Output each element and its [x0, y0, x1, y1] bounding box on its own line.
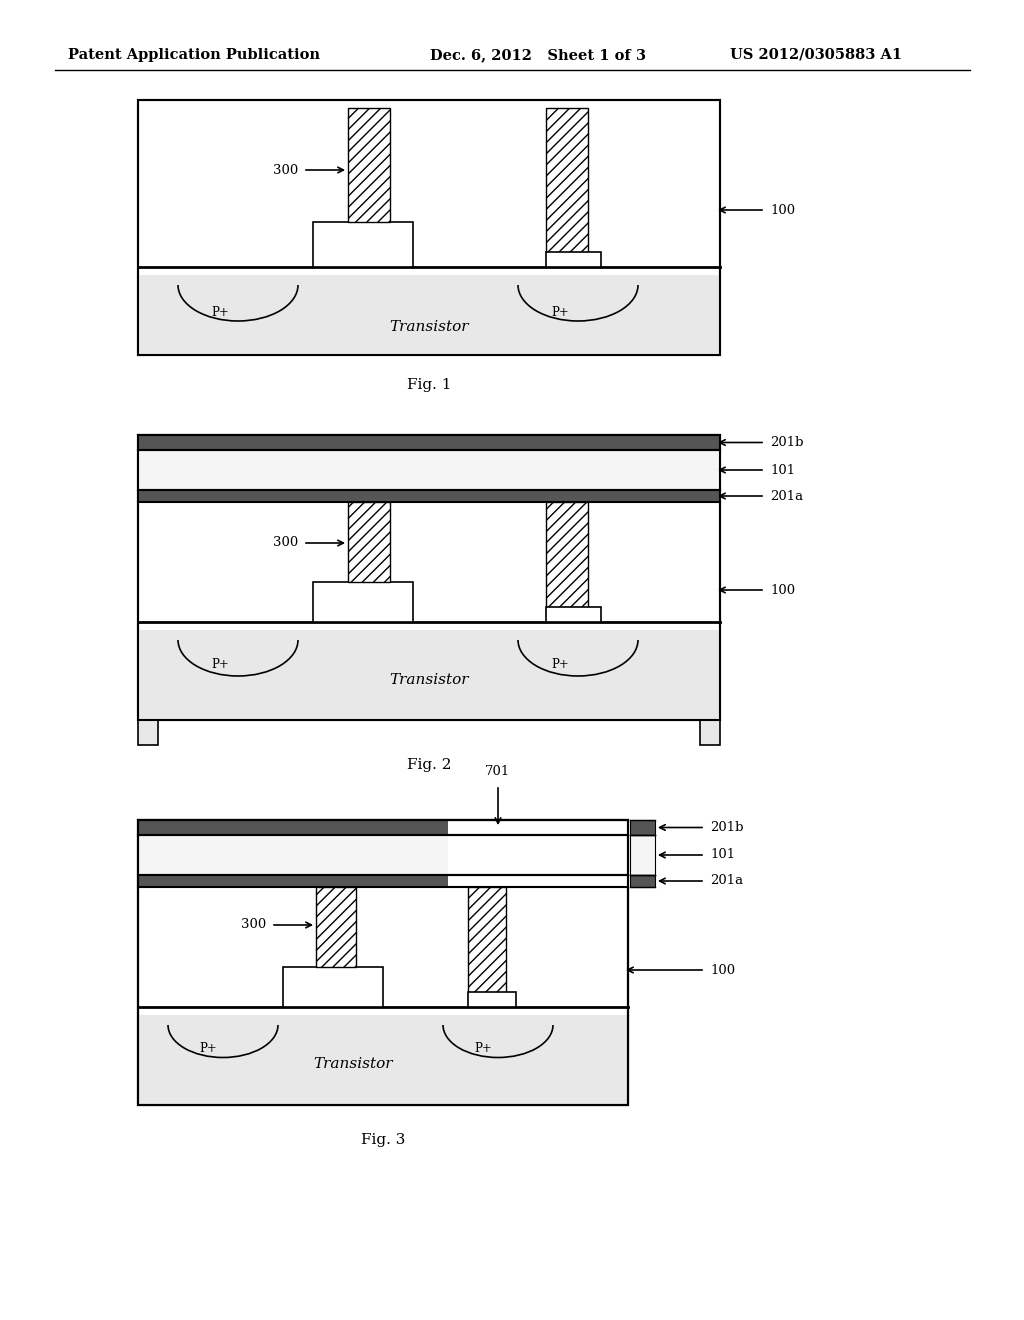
Text: Fig. 3: Fig. 3: [360, 1133, 406, 1147]
Text: P+: P+: [211, 306, 229, 319]
Bar: [138, 436, 720, 719]
Text: P+: P+: [551, 306, 569, 319]
Bar: [546, 252, 601, 267]
Text: Fig. 2: Fig. 2: [407, 758, 452, 772]
Text: P+: P+: [551, 659, 569, 672]
Text: P+: P+: [199, 1041, 217, 1055]
Text: 201a: 201a: [770, 490, 803, 503]
Bar: [468, 993, 516, 1007]
Bar: [546, 607, 601, 622]
Bar: [138, 820, 628, 1105]
Bar: [138, 836, 628, 875]
Bar: [138, 719, 158, 744]
Bar: [468, 887, 506, 1002]
Text: Transistor: Transistor: [389, 319, 469, 334]
Bar: [138, 100, 720, 355]
Text: 201b: 201b: [770, 436, 804, 449]
Text: 300: 300: [241, 919, 266, 932]
Text: 101: 101: [710, 849, 735, 862]
Bar: [283, 968, 383, 1007]
Text: 300: 300: [272, 164, 298, 177]
Text: Patent Application Publication: Patent Application Publication: [68, 48, 319, 62]
Bar: [630, 820, 655, 836]
Text: 100: 100: [770, 203, 795, 216]
Bar: [138, 820, 628, 1105]
Text: 101: 101: [770, 463, 795, 477]
Bar: [630, 836, 655, 875]
Bar: [313, 222, 413, 267]
Bar: [138, 820, 628, 836]
Bar: [138, 820, 628, 1105]
Text: 100: 100: [710, 964, 735, 977]
Bar: [138, 100, 720, 355]
Text: 201a: 201a: [710, 874, 743, 887]
Text: Dec. 6, 2012   Sheet 1 of 3: Dec. 6, 2012 Sheet 1 of 3: [430, 48, 646, 62]
Bar: [546, 108, 588, 261]
Text: Fig. 1: Fig. 1: [407, 378, 452, 392]
Text: Transistor: Transistor: [313, 1057, 393, 1072]
Text: 300: 300: [272, 536, 298, 549]
Bar: [700, 719, 720, 744]
Text: P+: P+: [474, 1041, 492, 1055]
Bar: [138, 490, 720, 502]
Bar: [546, 502, 588, 616]
Text: 100: 100: [770, 583, 795, 597]
Text: 701: 701: [485, 766, 511, 777]
Text: Transistor: Transistor: [389, 672, 469, 686]
Bar: [138, 436, 720, 719]
Bar: [138, 1015, 628, 1105]
Text: 201b: 201b: [710, 821, 743, 834]
Bar: [138, 450, 720, 490]
Bar: [449, 820, 630, 887]
Bar: [316, 887, 356, 968]
Text: US 2012/0305883 A1: US 2012/0305883 A1: [730, 48, 902, 62]
Bar: [138, 630, 720, 719]
Text: P+: P+: [211, 659, 229, 672]
Bar: [138, 875, 628, 887]
Bar: [348, 108, 390, 222]
Bar: [348, 502, 390, 582]
Bar: [630, 875, 655, 887]
Bar: [138, 436, 720, 450]
Bar: [138, 275, 720, 355]
Bar: [313, 582, 413, 622]
